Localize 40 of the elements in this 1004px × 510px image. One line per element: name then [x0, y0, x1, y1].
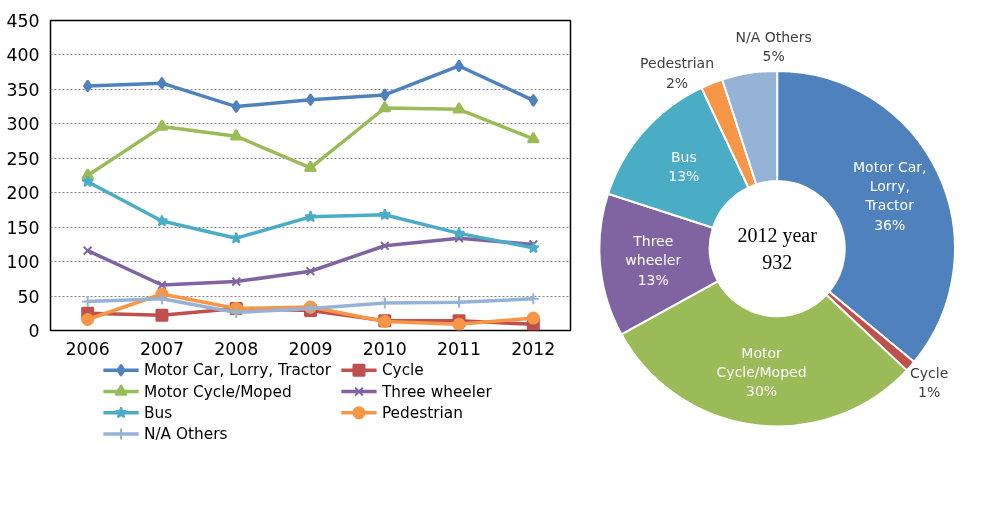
- x-tick-label: 2006: [65, 338, 110, 359]
- legend-label: Three wheeler: [380, 382, 493, 401]
- slice-label: Bus: [670, 149, 697, 165]
- x-tick-label: 2012: [511, 338, 556, 359]
- x-tick-label: 2011: [437, 338, 482, 359]
- y-tick-label: 50: [17, 286, 40, 307]
- legend-label: Pedestrian: [381, 403, 463, 422]
- y-tick-label: 0: [28, 321, 40, 341]
- y-tick-label: 200: [6, 183, 40, 204]
- slice-label: Cycle: [910, 364, 949, 381]
- y-tick-label: 400: [6, 45, 40, 66]
- slice-label: Pedestrian: [640, 55, 715, 72]
- legend-label: Motor Car, Lorry, Tractor: [143, 361, 332, 380]
- x-tick-label: 2009: [288, 338, 333, 359]
- legend-label: Bus: [143, 403, 173, 422]
- text: 2012 year: [737, 224, 818, 248]
- slice-label: Motor Cycle/Moped: [716, 344, 807, 380]
- data-label: 36%: [874, 216, 906, 233]
- y-tick-label: 100: [6, 252, 40, 273]
- slice-label: Three wheeler: [625, 233, 682, 269]
- data-label: 13%: [668, 168, 700, 185]
- y-tick-label: 450: [6, 11, 40, 31]
- slice-label: Motor Car, Lorry, Tractor: [853, 159, 927, 214]
- data-label: 2%: [665, 74, 689, 91]
- y-tick-label: 250: [6, 148, 40, 169]
- y-tick-label: 350: [6, 79, 40, 100]
- data-label: 1%: [918, 383, 941, 400]
- data-label: 5%: [762, 48, 785, 65]
- slice-label: N/A Others: [735, 29, 812, 46]
- data-label: 13%: [637, 271, 669, 288]
- x-tick-label: 2008: [214, 338, 259, 359]
- x-tick-label: 2010: [362, 338, 407, 359]
- legend-label: Cycle: [381, 361, 424, 380]
- y-tick-label: 150: [6, 217, 40, 238]
- legend-label: N/A Others: [143, 425, 228, 444]
- legend-label: Motor Cycle/Moped: [143, 382, 292, 401]
- y-tick-label: 300: [6, 114, 40, 135]
- data-label: 30%: [746, 382, 778, 399]
- x-tick-label: 2007: [139, 338, 184, 359]
- text: 932: [762, 250, 793, 273]
